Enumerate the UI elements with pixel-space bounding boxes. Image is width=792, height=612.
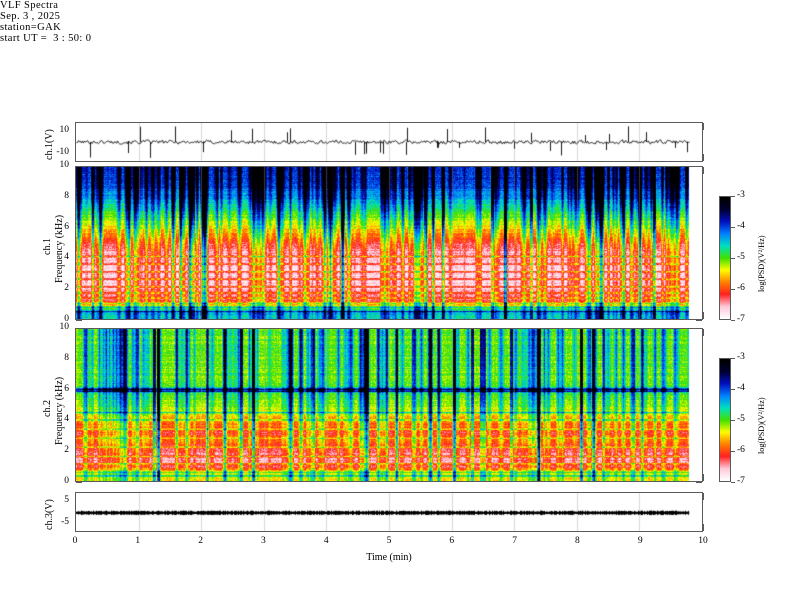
colorbar-ch2-tick xyxy=(731,358,735,359)
ch2-spectrogram-ytick xyxy=(696,328,702,329)
ch1-spectrogram-plot-area xyxy=(76,167,702,319)
colorbar-ch1-tick xyxy=(731,258,735,259)
ch1-waveform-xtick-major xyxy=(75,123,76,130)
xaxis-title: Time (min) xyxy=(366,552,412,563)
colorbar-ch2-tick xyxy=(731,482,735,483)
colorbar-ch2 xyxy=(719,358,731,482)
ch1-waveform-xtick-major xyxy=(75,154,76,161)
colorbar-ch1-tick-label: -3 xyxy=(737,190,745,200)
ch2-spectrogram-ytick xyxy=(76,328,82,329)
ch2-spectrogram-ytick-label: 6 xyxy=(64,383,69,394)
colorbar-ch1-tick xyxy=(731,227,735,228)
ch1-spectrogram-ytick xyxy=(696,320,702,321)
ch3-waveform-ytick-label: 5 xyxy=(64,494,69,505)
ch1-waveform-xtick-major xyxy=(703,154,704,161)
ch2-spectrogram-ytick-label: 0 xyxy=(64,476,69,486)
colorbar-ch1-label: log(PSD)(V²/Hz) xyxy=(757,235,766,292)
colorbar-ch1-tick xyxy=(731,320,735,321)
ch2-spectrogram-plot-area xyxy=(76,329,702,481)
station-label: station=GAK xyxy=(0,22,62,33)
colorbar-ch2-tick-label: -5 xyxy=(737,414,745,424)
ch1-spectrogram-ytick-label: 4 xyxy=(64,252,69,263)
colorbar-ch1-tick-label: -7 xyxy=(737,314,745,324)
ch2-spectrogram-xtick-major xyxy=(703,474,704,481)
ch2-spectrogram-ytick-label: 10 xyxy=(59,322,70,332)
ch3-waveform-xtick-major xyxy=(75,493,76,500)
ch1-spectrogram-ytick-label: 6 xyxy=(64,221,69,232)
colorbar-ch2-tick-label: -3 xyxy=(737,352,745,362)
figure-title: VLF Spectra xyxy=(0,0,59,11)
ch1-spectrogram-xtick-major xyxy=(75,167,76,174)
ch3-waveform-xtick-major xyxy=(703,524,704,531)
xtick-label: 2 xyxy=(198,536,203,546)
colorbar-ch1-tick-label: -6 xyxy=(737,283,745,293)
ch1-spectrogram-ytick-label: 0 xyxy=(64,314,69,324)
ch1-spectrogram-ytick xyxy=(76,166,82,167)
ch1-spectrogram-ylabel-channel: ch.1 xyxy=(42,238,53,255)
ch1-spectrogram-ytick-label: 8 xyxy=(64,190,69,201)
ch3-waveform-xtick-major xyxy=(703,493,704,500)
ch1-spectrogram-ylabel-frequency: Frequency (kHz) xyxy=(54,214,65,283)
xtick-label: 7 xyxy=(512,536,517,546)
ch2-spectrogram-ytick-label: 4 xyxy=(64,414,69,425)
ch2-spectrogram-ylabel-frequency: Frequency (kHz) xyxy=(54,376,65,445)
xtick-label: 9 xyxy=(637,536,643,546)
ch1-waveform-ytick-label: -10 xyxy=(56,147,69,158)
colorbar-ch2-tick-label: -7 xyxy=(737,476,745,486)
colorbar-ch1-tick xyxy=(731,196,735,197)
ch1-waveform-xtick-major xyxy=(703,123,704,130)
xtick-label: 5 xyxy=(386,536,392,546)
colorbar-ch2-tick xyxy=(731,420,735,421)
ch1-waveform-ylabel: ch.1(V) xyxy=(44,129,55,160)
colorbar-ch2-tick xyxy=(731,389,735,390)
colorbar-ch2-tick-label: -6 xyxy=(737,445,745,455)
xtick-label: 1 xyxy=(135,536,141,546)
xtick-label: 3 xyxy=(261,536,266,546)
colorbar-ch2-label: log(PSD)(V²/Hz) xyxy=(757,397,766,454)
colorbar-ch1-tick xyxy=(731,289,735,290)
ch2-spectrogram-ylabel-channel: ch.2 xyxy=(42,400,53,417)
ch1-spectrogram-ytick xyxy=(76,320,82,321)
ch2-spectrogram-xtick-major xyxy=(75,474,76,481)
xtick-label: 0 xyxy=(72,536,78,546)
ch1-waveform-plot-area xyxy=(76,123,702,161)
ch3-waveform-xtick-major xyxy=(75,524,76,531)
xtick-label: 8 xyxy=(575,536,580,546)
colorbar-ch2-gradient xyxy=(720,359,730,481)
xtick-label: 10 xyxy=(698,536,708,546)
ch2-spectrogram-xtick-major xyxy=(75,329,76,336)
colorbar-ch2-tick-label: -4 xyxy=(737,383,745,393)
colorbar-ch1-tick-label: -5 xyxy=(737,252,745,262)
ch2-spectrogram-xtick-major xyxy=(703,329,704,336)
ch1-spectrogram-ytick-label: 10 xyxy=(59,160,70,170)
ch2-spectrogram-ytick-label: 8 xyxy=(64,352,69,363)
ch1-spectrogram-xtick-major xyxy=(703,167,704,174)
ch3-waveform-ylabel: ch.3(V) xyxy=(44,499,55,530)
colorbar-ch1-gradient xyxy=(720,197,730,319)
colorbar-ch2-tick xyxy=(731,451,735,452)
ch3-waveform-plot-area xyxy=(76,493,702,531)
ch1-spectrogram-xtick-major xyxy=(75,312,76,319)
colorbar-ch1-tick-label: -4 xyxy=(737,221,745,231)
start-time-label: start UT = 3 : 50: 0 xyxy=(0,33,92,44)
ch1-spectrogram-xtick-major xyxy=(703,312,704,319)
ch1-spectrogram-ytick-label: 2 xyxy=(64,283,69,294)
ch1-waveform-ytick-label: 10 xyxy=(59,124,70,135)
figure-date: Sep. 3 , 2025 xyxy=(0,11,61,22)
ch2-spectrogram-ytick-label: 2 xyxy=(64,445,69,456)
ch2-spectrogram-ytick xyxy=(76,482,82,483)
ch2-spectrogram-ytick xyxy=(696,482,702,483)
xtick-label: 6 xyxy=(449,536,455,546)
ch3-waveform-ytick-label: -5 xyxy=(61,517,69,528)
ch1-spectrogram-ytick xyxy=(696,166,702,167)
colorbar-ch1 xyxy=(719,196,731,320)
xtick-label: 4 xyxy=(323,536,329,546)
